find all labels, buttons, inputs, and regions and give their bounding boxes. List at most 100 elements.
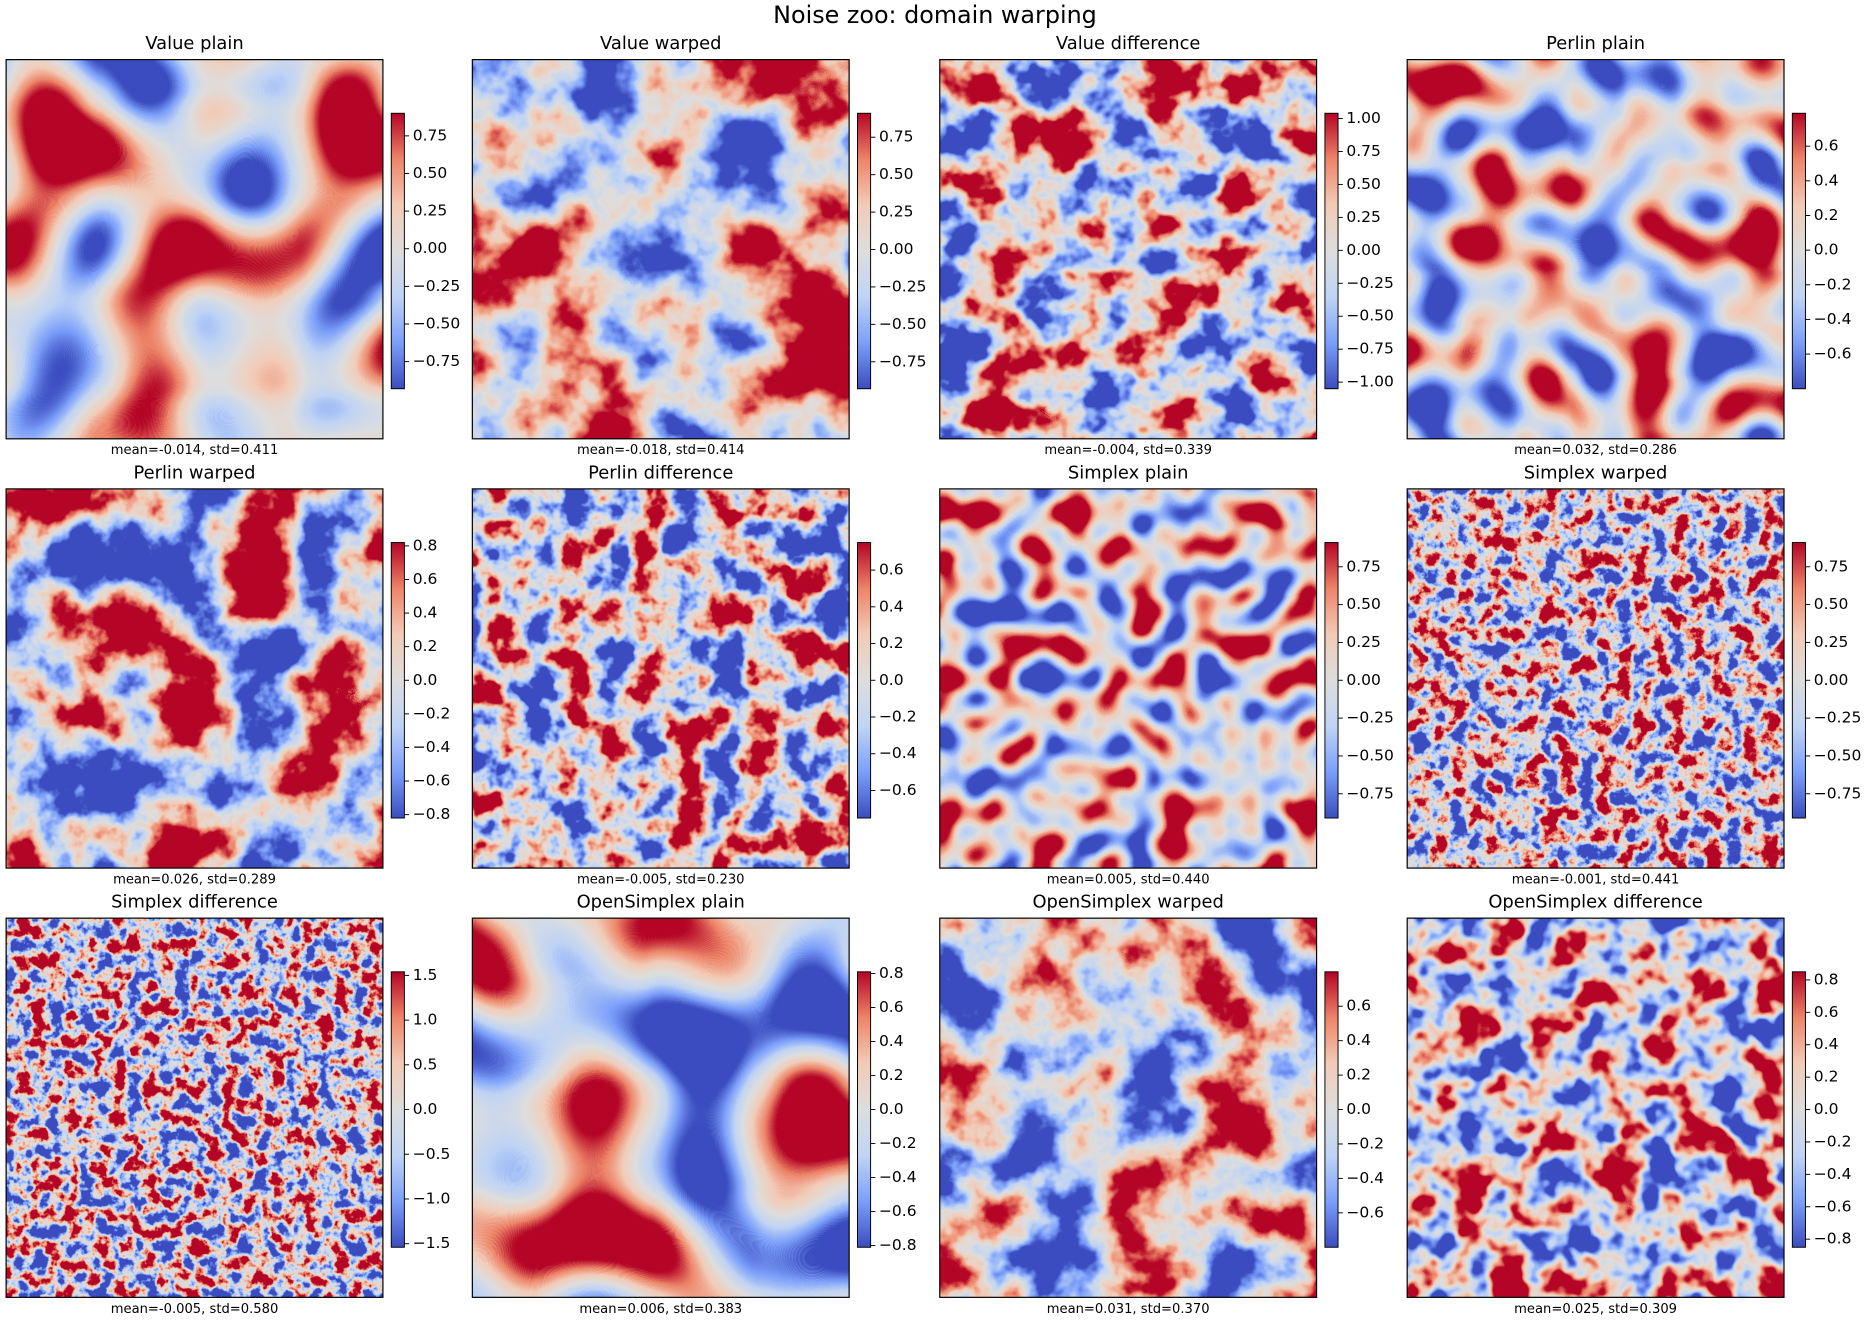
colorbar-tick-label: 0.75 [1346,142,1381,160]
image-frame [1406,59,1785,440]
colorbar-tick-label: −0.75 [879,352,926,370]
colorbar-tick-label: −0.25 [1346,274,1394,292]
colorbar-tick-label: 0.00 [1346,241,1381,259]
colorbar-tick-label: 0.50 [1814,595,1849,613]
colorbar-tick-label: −0.4 [1814,1165,1852,1183]
panel-title: Simplex difference [111,892,278,913]
colorbar [1791,542,1806,819]
image-frame [939,59,1318,440]
image-frame [1406,488,1785,869]
colorbar-tick-label: −0.25 [1346,709,1394,727]
colorbar-tick-label: 0.8 [879,964,904,982]
noise-image [939,59,1317,439]
colorbar-tick-label: −0.50 [1346,746,1394,764]
colorbar-tick-label: 0.0 [413,1100,438,1118]
panel-title: Perlin plain [1546,33,1645,54]
panel-title: Value difference [1056,33,1201,54]
noise-image [6,488,383,869]
colorbar-tick-label: −0.25 [413,277,461,295]
noise-image [939,918,1317,1298]
colorbar-tick-label: 0.00 [1814,671,1849,689]
colorbar [390,971,405,1248]
image-frame [471,917,850,1298]
colorbar-tick-label: 0.0 [1814,241,1839,259]
colorbar-tick-label: −0.2 [1814,1132,1852,1150]
colorbar-tick-label: −0.2 [1346,1134,1384,1152]
colorbar [390,542,405,819]
colorbar-tick-label: 0.2 [1814,206,1839,224]
colorbar-tick-label: −0.75 [1346,340,1394,358]
colorbar-tick-label: 0.25 [413,202,448,220]
colorbar-tick-label: 0.00 [879,240,914,258]
colorbar-tick-label: 0.50 [879,165,914,183]
colorbar-tick-label: −0.50 [879,315,926,333]
image-frame [5,488,384,869]
panel-annotation: mean=-0.005, std=0.580 [111,1302,279,1317]
noise-image [1407,488,1784,869]
colorbar [1791,971,1806,1248]
colorbar-tick-label: −0.4 [879,744,917,762]
panel-annotation: mean=-0.018, std=0.414 [577,443,745,458]
colorbar-tick-label: 0.8 [413,536,438,554]
noise-image [6,59,383,439]
panel-title: Simplex warped [1524,462,1668,483]
colorbar-tick-label: −0.6 [1346,1203,1384,1221]
colorbar-tick-label: 0.75 [1814,557,1849,575]
colorbar-tick-label: −0.4 [879,1168,917,1186]
colorbar [1791,112,1806,390]
colorbar-tick-label: −0.2 [879,1134,917,1152]
noise-image [6,918,383,1298]
colorbar-tick-label: 0.4 [1814,171,1839,189]
colorbar-tick-label: 0.25 [879,203,914,221]
colorbar-tick-label: −0.8 [413,805,451,823]
panel-annotation: mean=0.005, std=0.440 [1047,873,1210,888]
colorbar-tick-label: −1.5 [413,1234,451,1252]
colorbar-tick-label: −0.4 [413,738,451,756]
colorbar-tick-label: 0.0 [879,1100,904,1118]
colorbar-tick-label: 0.00 [413,239,448,257]
colorbar-tick-label: −0.6 [879,781,917,799]
image-frame [471,488,850,869]
colorbar-tick-label: −0.50 [413,315,461,333]
panel-title: OpenSimplex warped [1032,892,1223,913]
colorbar-tick-label: 1.00 [1346,109,1381,127]
colorbar-tick-label: 0.4 [413,604,438,622]
colorbar-tick-label: 0.0 [1346,1100,1371,1118]
colorbar-tick-label: 0.50 [1346,175,1381,193]
panel-annotation: mean=0.025, std=0.309 [1514,1302,1677,1317]
colorbar-tick-label: 0.6 [1814,1003,1839,1021]
panel-annotation: mean=0.006, std=0.383 [579,1302,742,1317]
image-frame [939,488,1318,869]
image-frame [5,59,384,440]
colorbar-tick-label: 0.6 [879,998,904,1016]
colorbar-tick-label: 0.4 [1814,1035,1839,1053]
colorbar-tick-label: 0.50 [413,164,448,182]
colorbar-tick-label: −0.75 [1814,784,1862,802]
colorbar-tick-label: 0.6 [879,561,904,579]
noise-image [939,488,1317,869]
noise-image [472,488,850,869]
colorbar-tick-label: −1.0 [413,1189,451,1207]
colorbar-tick-label: −0.25 [1814,709,1862,727]
colorbar [857,971,872,1248]
panel-title: OpenSimplex plain [577,892,745,913]
noise-image [1407,59,1784,439]
colorbar-tick-label: 0.4 [879,597,904,615]
image-frame [471,59,850,440]
colorbar [857,542,872,819]
colorbar-tick-label: 1.0 [413,1011,438,1029]
noise-image [472,59,850,439]
colorbar-tick-label: 0.4 [879,1032,904,1050]
colorbar-tick-label: −0.4 [1346,1169,1384,1187]
colorbar [390,112,405,390]
colorbar-tick-label: −0.2 [1814,275,1852,293]
colorbar-tick-label: 0.00 [1346,671,1381,689]
colorbar-tick-label: 0.75 [413,126,448,144]
colorbar-tick-label: 0.6 [413,570,438,588]
colorbar-tick-label: 0.25 [1814,633,1849,651]
colorbar-tick-label: −0.6 [413,772,451,790]
panel-annotation: mean=-0.004, std=0.339 [1044,443,1212,458]
colorbar-tick-label: −0.2 [413,704,451,722]
image-frame [1406,917,1785,1298]
